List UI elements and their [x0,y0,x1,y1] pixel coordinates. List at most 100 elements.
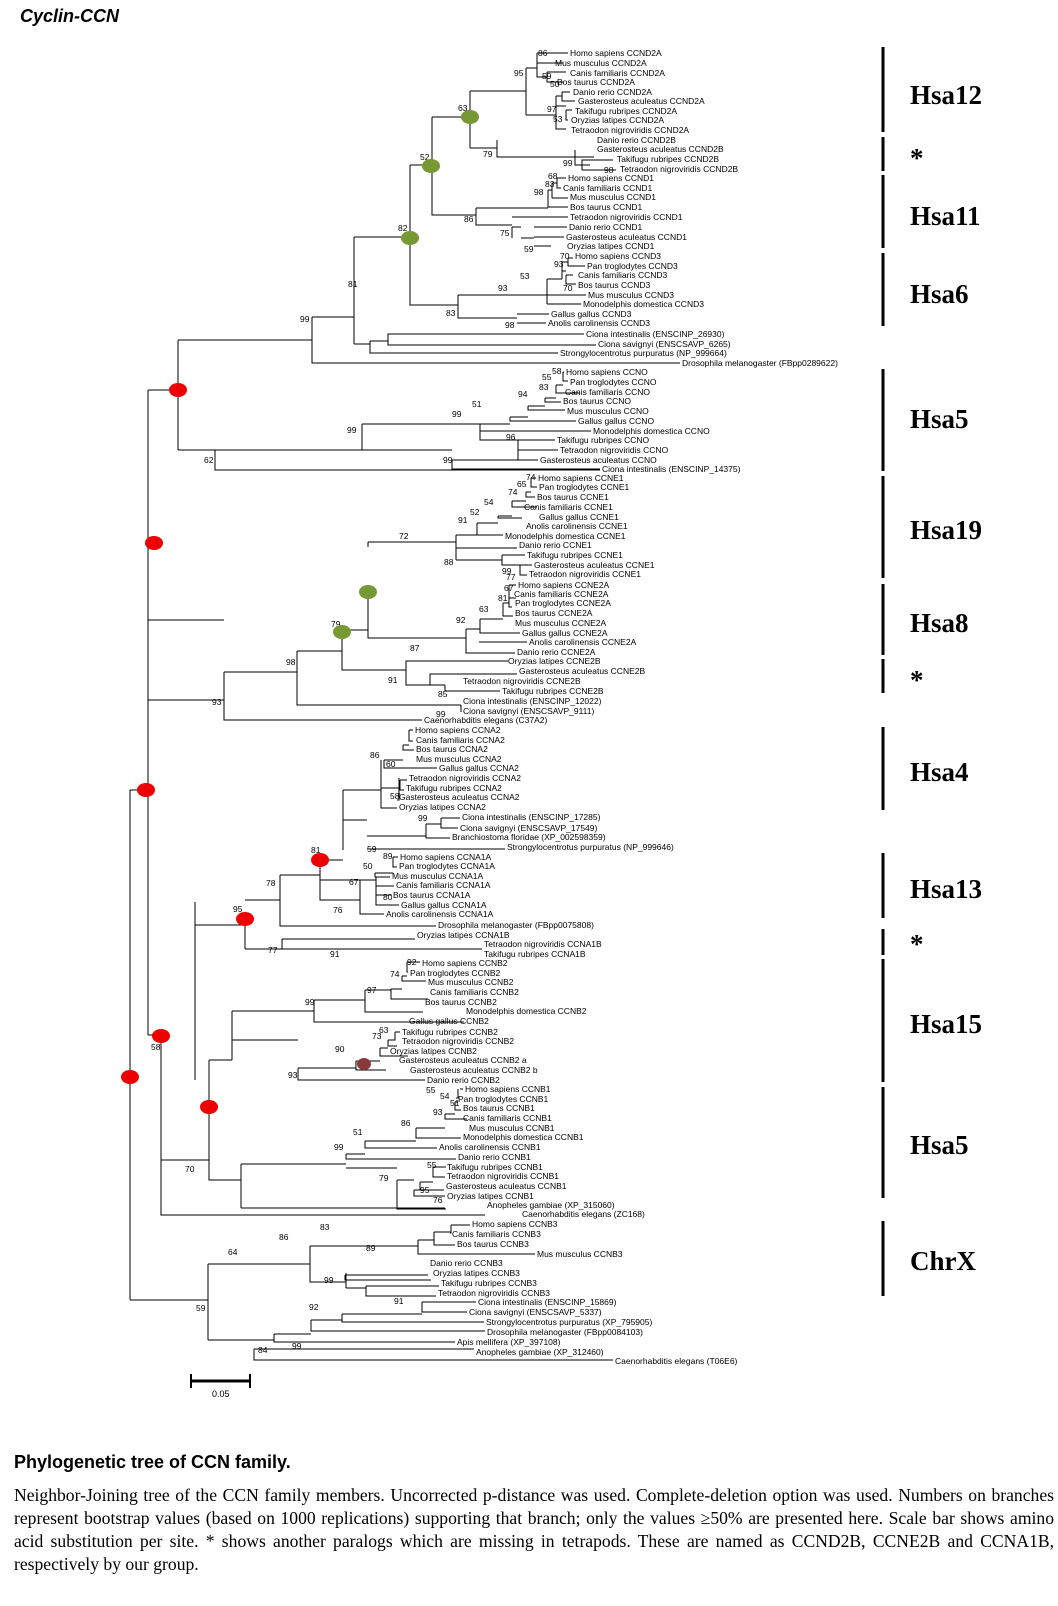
leaf-label: Mus musculus CCNE2A [515,618,606,628]
leaf-label: Gasterosteus aculeatus CCNB1 [446,1181,567,1191]
leaf-label: Canis familiaris CCNB2 [430,987,519,997]
leaf-label: Oryzias latipes CCNB1 [447,1191,534,1201]
bootstrap-value: 63 [479,604,489,614]
bootstrap-value: 55 [427,1160,437,1170]
leaf-label: Bos taurus CCNA2 [416,744,488,754]
caption-title: Phylogenetic tree of CCN family. [14,1452,291,1472]
bootstrap-value: 58 [390,791,400,801]
bootstrap-value: 84 [258,1345,268,1355]
bootstrap-value: 63 [379,1025,389,1035]
caption-body: Neighbor-Joining tree of the CCN family … [14,1485,1054,1574]
bootstrap-value: 99 [452,409,462,419]
bootstrap-value: 86 [464,214,474,224]
leaf-label: Anolis carolinensis CCNA1A [386,909,494,919]
bootstrap-value: 99 [324,1275,334,1285]
bootstrap-value: 58 [552,366,562,376]
leaf-label: Tetraodon nigroviridis CCND2B [620,164,738,174]
leaf-label: Homo sapiens CCND3 [575,251,661,261]
leaf-label: Mus musculus CCNB3 [537,1249,623,1259]
duplication-marker-red [137,783,155,797]
bootstrap-value: 76 [333,905,343,915]
bootstrap-value: 99 [334,1142,344,1152]
bootstrap-value: 59 [367,844,377,854]
clade-label: * [910,143,924,173]
clade-label: Hsa19 [910,515,982,545]
bootstrap-value: 81 [348,279,358,289]
clade-label: Hsa12 [910,80,982,110]
bootstrap-value: 92 [456,615,466,625]
bootstrap-value: 86 [401,1118,411,1128]
bootstrap-value: 98 [286,657,296,667]
bootstrap-value: 54 [484,497,494,507]
leaf-label: Homo sapiens CCNA2 [415,725,501,735]
clade-label: Hsa11 [910,201,981,231]
duplication-marker-green [422,159,440,173]
leaf-label: Ciona intestinalis (ENSCINP_12022) [463,696,602,706]
bootstrap-value: 83 [446,308,456,318]
leaf-label: Bos taurus CCND3 [578,280,651,290]
bootstrap-value: 95 [514,68,524,78]
leaf-label: Gasterosteus aculeatus CCNO [540,455,657,465]
bootstrap-value: 97 [547,104,557,114]
bootstrap-value: 63 [458,103,468,113]
leaf-label: Bos taurus CCNE1 [537,492,609,502]
duplication-marker-red [311,853,329,867]
leaf-label: Danio rerio CCNB3 [430,1258,503,1268]
bootstrap-value: 50 [363,861,373,871]
bootstrap-value: 92 [407,957,417,967]
leaf-label: Mus musculus CCNB2 [428,977,514,987]
leaf-label: Oryzias latipes CCND2A [571,115,664,125]
bootstrap-value: 98 [505,320,515,330]
bootstrap-value: 78 [266,878,276,888]
leaf-label: Drosophila melanogaster (FBpp0289622) [682,358,838,368]
bootstrap-value: 59 [196,1303,206,1313]
tree-branches [129,52,680,1361]
bootstrap-value: 77 [506,572,516,582]
bootstrap-value: 95 [420,1185,430,1195]
leaf-label: Ciona intestinalis (ENSCINP_15869) [478,1297,617,1307]
bootstrap-value: 70 [185,1164,195,1174]
bootstrap-value: 91 [394,1296,404,1306]
leaf-label: Canis familiaris CCND2A [570,68,665,78]
leaf-label: Gasterosteus aculeatus CCND2B [597,144,724,154]
bootstrap-value: 52 [470,507,480,517]
bootstrap-value: 74 [526,472,536,482]
leaf-label: Takifugu rubripes CCNB1 [447,1162,543,1172]
bootstrap-value: 62 [204,455,214,465]
bootstrap-value: 65 [517,479,527,489]
bootstrap-value: 99 [563,158,573,168]
bootstrap-value: 72 [399,531,409,541]
leaf-label: Gallus gallus CCNO [578,416,654,426]
leaf-label: Mus musculus CCNB1 [469,1123,555,1133]
duplication-marker-red [200,1100,218,1114]
bootstrap-value: 79 [379,1173,389,1183]
leaf-label: Strongylocentrotus purpuratus (NP_999646… [507,842,674,852]
bootstrap-value: 60 [386,759,396,769]
bootstrap-value: 99 [502,566,512,576]
leaf-label: Canis familiaris CCNO [565,387,650,397]
bootstrap-value: 93 [212,697,222,707]
leaf-label: Mus musculus CCNO [567,406,649,416]
bootstrap-value: 90 [335,1044,345,1054]
leaf-label: Mus musculus CCNA2 [416,754,502,764]
duplication-marker-red [152,1029,170,1043]
clade-labels: Hsa12 * Hsa11 Hsa6 Hsa5 Hsa19 Hsa8 * Hsa… [910,80,982,1276]
leaf-label: Tetraodon nigroviridis CCNB3 [438,1288,550,1298]
bootstrap-value: 91 [330,949,340,959]
bootstrap-value: 59 [542,71,552,81]
clade-label: * [910,665,924,695]
leaf-label: Pan troglodytes CCNE1 [539,482,630,492]
leaf-label: Homo sapiens CCNE1 [538,473,624,483]
bootstrap-value: 79 [331,619,341,629]
bootstrap-value: 83 [539,382,549,392]
leaf-label: Anolis carolinensis CCND3 [548,318,650,328]
bootstrap-value: 79 [483,149,493,159]
bootstrap-value: 74 [390,969,400,979]
leaf-label: Danio rerio CCND2A [573,87,652,97]
leaf-label: Homo sapiens CCNA1A [400,852,492,862]
leaf-label: Ciona savignyi (ENSCSAVP_6265) [598,339,731,349]
leaf-label: Monodelphis domestica CCNO [593,426,710,436]
bootstrap-value: 58 [151,1042,161,1052]
